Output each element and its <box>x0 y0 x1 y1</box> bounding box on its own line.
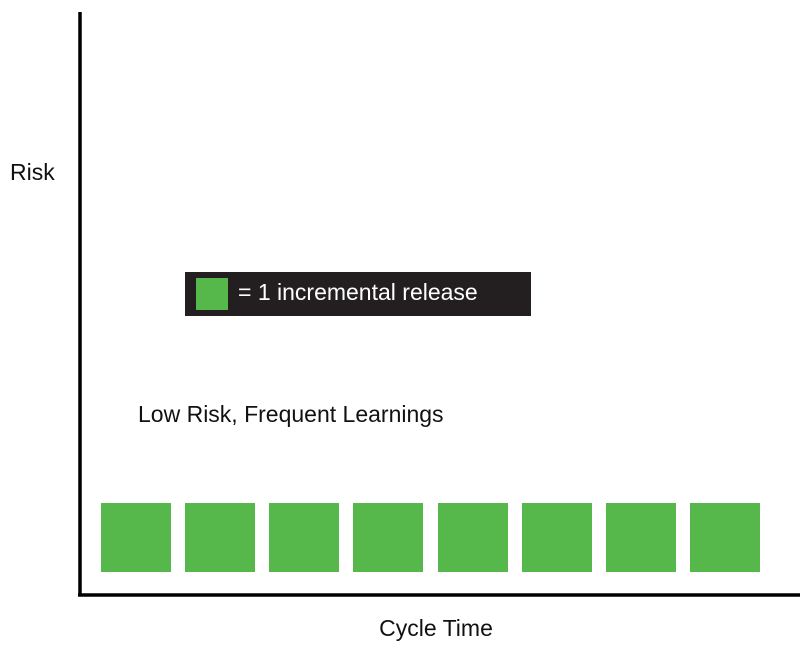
release-blocks <box>101 503 760 572</box>
release-block <box>101 503 171 572</box>
release-block <box>438 503 508 572</box>
release-block <box>185 503 255 572</box>
legend-swatch <box>196 278 228 310</box>
release-block <box>690 503 760 572</box>
legend-box <box>185 272 531 316</box>
release-block <box>606 503 676 572</box>
release-block <box>269 503 339 572</box>
release-block <box>522 503 592 572</box>
release-block <box>353 503 423 572</box>
x-axis-label: Cycle Time <box>379 615 493 641</box>
y-axis-label: Risk <box>10 159 55 185</box>
legend-label: = 1 incremental release <box>238 279 478 305</box>
annotation: Low Risk, Frequent Learnings <box>138 401 444 427</box>
